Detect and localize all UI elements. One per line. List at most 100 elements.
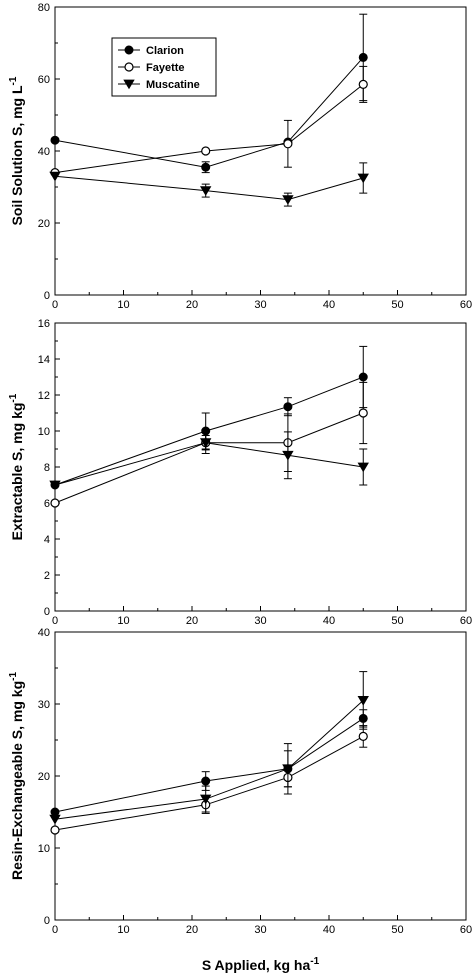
- data-point-muscatine: [200, 186, 212, 196]
- y-tick-label: 40: [38, 146, 50, 158]
- series-line-muscatine: [54, 700, 364, 820]
- x-tick-label: 50: [391, 299, 403, 311]
- data-point-muscatine: [357, 696, 369, 706]
- series-line-clarion: [54, 57, 364, 168]
- series-line-muscatine: [54, 175, 364, 201]
- data-point-clarion: [50, 135, 60, 145]
- data-point-muscatine: [282, 450, 294, 461]
- plot-frame: [54, 631, 467, 921]
- x-tick-label: 10: [117, 615, 129, 627]
- x-tick-label: 0: [52, 299, 58, 311]
- chart-panel-1: 0 10 20 30 40 50 60 0 20 40 60 80 Soil Solution S, m…: [8, 2, 472, 311]
- data-point-muscatine: [282, 764, 294, 775]
- y-axis-label: Resin-Exchangeable S, mg kg-1: [8, 672, 25, 881]
- x-axis-label: S Applied, kg ha-1: [202, 956, 320, 973]
- data-point-fayette: [283, 139, 293, 149]
- y-tick-label: 6: [44, 498, 50, 510]
- y-tick-label: 30: [38, 699, 50, 711]
- data-point-muscatine: [282, 195, 294, 205]
- x-tick-label: 50: [391, 924, 403, 936]
- series-line-clarion: [54, 717, 364, 813]
- x-axis-label-sup: -1: [310, 956, 319, 967]
- data-point-clarion: [358, 372, 368, 382]
- series-muscatine: [49, 671, 369, 825]
- y-tick-label: 16: [38, 318, 50, 330]
- legend-marker-clarion: [124, 45, 134, 55]
- y-tick-label: 0: [44, 290, 50, 302]
- x-tick-label: 20: [186, 924, 198, 936]
- x-tick-label: 20: [186, 615, 198, 627]
- y-tick-label: 0: [44, 915, 50, 927]
- y-tick-label: 8: [44, 462, 50, 474]
- data-point-fayette: [201, 146, 211, 156]
- series-line-fayette: [54, 412, 364, 504]
- y-axis-label-sup: -1: [8, 393, 19, 402]
- data-point-muscatine: [49, 480, 61, 491]
- series-line-clarion: [54, 376, 364, 486]
- x-tick-label: 30: [254, 299, 266, 311]
- y-tick-label: 4: [44, 534, 50, 546]
- series-clarion: [50, 709, 368, 817]
- y-axis-label-text: Resin-Exchangeable S, mg kg: [9, 681, 25, 880]
- legend-label-fayette: Fayette: [146, 62, 185, 74]
- series-muscatine: [49, 431, 369, 491]
- series-muscatine: [49, 162, 369, 207]
- y-tick-label: 0: [44, 606, 50, 618]
- y-tick-label: 10: [38, 843, 50, 855]
- x-tick-label: 40: [323, 615, 335, 627]
- series-fayette: [50, 381, 368, 508]
- chart-panel-3: 0 10 20 30 40 50 60 0 10 20 30 40 Resin-Exchangeable…: [8, 627, 472, 973]
- y-tick-label: 40: [38, 627, 50, 639]
- data-point-fayette: [358, 731, 368, 742]
- data-point-muscatine: [200, 794, 212, 805]
- legend-marker-muscatine: [123, 79, 135, 90]
- x-tick-label: 40: [323, 924, 335, 936]
- x-tick-label: 0: [52, 924, 58, 936]
- x-tick-label: 0: [52, 615, 58, 627]
- data-point-muscatine: [200, 438, 212, 448]
- data-point-clarion: [358, 52, 368, 62]
- series-line-fayette: [54, 84, 364, 174]
- data-point-fayette: [50, 498, 60, 508]
- x-tick-label: 20: [186, 299, 198, 311]
- y-tick-label: 80: [38, 2, 50, 14]
- data-point-muscatine: [357, 173, 369, 184]
- y-axis-label-sup: -1: [8, 76, 19, 85]
- y-tick-label: 20: [38, 218, 50, 230]
- x-tick-label: 60: [460, 924, 472, 936]
- data-point-clarion: [201, 162, 211, 172]
- series-clarion: [50, 345, 368, 490]
- x-tick-label: 40: [323, 299, 335, 311]
- data-point-clarion: [283, 402, 293, 412]
- x-tick-label: 30: [254, 924, 266, 936]
- x-tick-label: 10: [117, 924, 129, 936]
- series-line-fayette: [54, 735, 364, 831]
- y-tick-label: 14: [38, 354, 50, 366]
- y-tick-label: 12: [38, 390, 50, 402]
- legend: Clarion Fayette Muscatine: [111, 37, 217, 97]
- y-axis-label-sup: -1: [8, 672, 19, 681]
- y-tick-label: 2: [44, 570, 50, 582]
- x-tick-label: 10: [117, 299, 129, 311]
- data-point-muscatine: [49, 171, 61, 182]
- x-tick-label: 60: [460, 299, 472, 311]
- x-tick-label: 50: [391, 615, 403, 627]
- x-axis-label-text: S Applied, kg ha: [202, 957, 311, 973]
- y-tick-label: 10: [38, 426, 50, 438]
- data-point-clarion: [201, 776, 211, 786]
- series-line-muscatine: [54, 442, 364, 486]
- x-tick-label: 30: [254, 615, 266, 627]
- data-point-muscatine: [49, 814, 61, 825]
- legend-label-clarion: Clarion: [146, 45, 184, 57]
- legend-label-muscatine: Muscatine: [146, 79, 200, 91]
- y-tick-label: 20: [38, 771, 50, 783]
- data-point-fayette: [358, 408, 368, 418]
- x-tick-label: 60: [460, 615, 472, 627]
- y-axis-label: Extractable S, mg kg-1: [8, 393, 25, 540]
- y-axis-label: Soil Solution S, mg L-1: [8, 76, 25, 225]
- plot-frame: [54, 322, 467, 612]
- y-tick-label: 60: [38, 74, 50, 86]
- data-point-muscatine: [357, 462, 369, 473]
- data-point-fayette: [50, 825, 60, 835]
